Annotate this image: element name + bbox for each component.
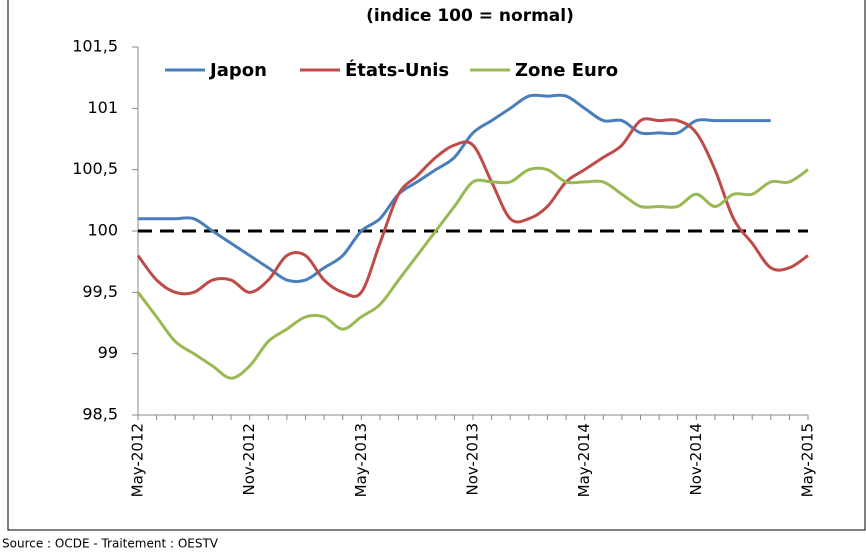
- chart-frame: [7, 0, 866, 531]
- x-tick-label: Nov-2014: [687, 423, 705, 495]
- y-tick-label: 101,5: [72, 37, 118, 56]
- x-tick-label: May-2013: [352, 423, 370, 497]
- y-tick-label: 100: [87, 221, 118, 240]
- y-tick-label: 101: [87, 98, 118, 117]
- legend-label: Zone Euro: [515, 60, 618, 81]
- chart-title: (indice 100 = normal): [366, 6, 574, 26]
- x-tick-label: May-2014: [575, 423, 593, 497]
- series-line: [136, 166, 809, 380]
- y-tick-label: 99: [98, 343, 118, 362]
- legend-label: États-Unis: [345, 59, 449, 81]
- y-tick-label: 98,5: [82, 405, 118, 424]
- x-tick-label: May-2012: [129, 423, 147, 497]
- y-tick-label: 100,5: [72, 159, 118, 178]
- y-tick-label: 99,5: [82, 282, 118, 301]
- x-tick-label: Nov-2012: [240, 423, 258, 495]
- series-line: [136, 117, 809, 298]
- legend-label: Japon: [208, 60, 267, 81]
- source: Source : OCDE - Traitement : OESTV: [2, 537, 219, 551]
- series-line: [137, 93, 771, 284]
- x-tick-label: May-2015: [799, 423, 817, 497]
- x-tick-label: Nov-2013: [464, 423, 482, 495]
